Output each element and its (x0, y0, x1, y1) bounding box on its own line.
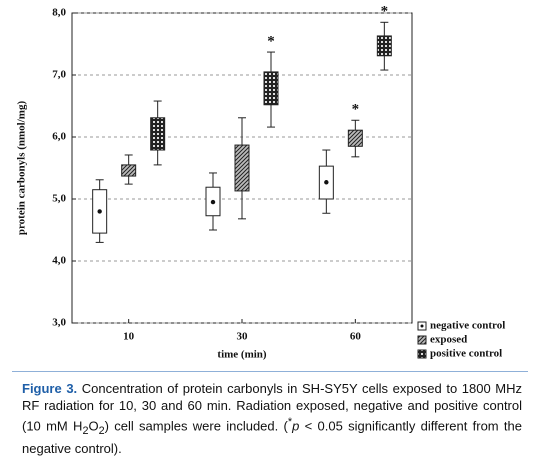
y-tick-label: 4,0 (52, 255, 66, 267)
center-point (97, 209, 102, 214)
caption-text: p (292, 418, 300, 434)
legend-label: exposed (430, 334, 467, 346)
legend-label: positive control (430, 348, 502, 360)
significance-label: * (381, 4, 389, 20)
caption-text: Concentration of protein carbonyls in SH… (22, 381, 522, 434)
x-tick-label: 10 (123, 331, 135, 343)
x-tick-label: 60 (350, 331, 362, 343)
box (150, 117, 166, 151)
box (347, 129, 363, 147)
significance-label: * (352, 102, 360, 118)
legend-swatch (417, 349, 427, 359)
y-tick-label: 5,0 (52, 193, 66, 205)
box (376, 35, 392, 57)
caption-rule (12, 371, 528, 372)
caption-label: Figure 3. (22, 381, 78, 396)
caption-text: ) cell samples were included. ( (104, 418, 288, 434)
box (121, 164, 137, 177)
caption-text: < 0.05 significantly different from the … (22, 418, 523, 456)
y-tick-label: 3,0 (52, 317, 66, 329)
y-tick-label: 8,0 (52, 7, 66, 19)
center-point (324, 180, 329, 185)
x-axis-label: time (min) (217, 349, 267, 361)
caption-text: O (88, 418, 99, 434)
caption-text: 2 (82, 424, 89, 437)
box (234, 144, 250, 192)
x-tick-label: 30 (237, 331, 249, 343)
caption-text: * (287, 416, 293, 428)
legend-dot (420, 324, 424, 328)
caption: Figure 3. Concentration of protein carbo… (22, 380, 522, 457)
center-point (210, 199, 216, 205)
y-tick-label: 7,0 (52, 69, 66, 81)
legend-label: negative control (430, 320, 505, 332)
box (263, 71, 279, 106)
chart: time (min) protein carbonyls (nmol/mg) 3… (16, 4, 506, 361)
y-axis-label: protein carbonyls (nmol/mg) (16, 101, 28, 236)
legend-swatch (417, 335, 427, 345)
significance-label: * (267, 33, 275, 49)
caption-text: 2 (98, 424, 105, 437)
y-tick-label: 6,0 (52, 131, 66, 143)
